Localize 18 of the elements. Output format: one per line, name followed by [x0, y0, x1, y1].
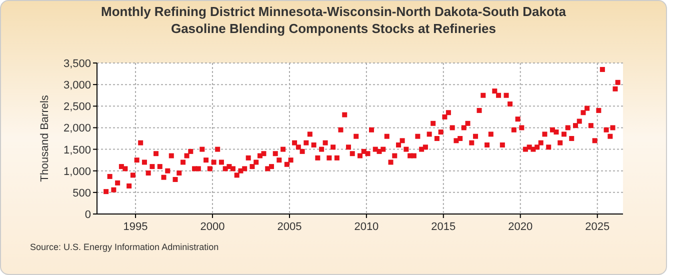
- x-tick-label: 2000: [200, 221, 225, 233]
- y-tick-label: 1,000: [63, 166, 91, 178]
- chart-title: Monthly Refining District Minnesota-Wisconsin-North Dakota-South Dakota Gasoline Blending Components Stocks at Refineries: [100, 4, 567, 36]
- y-tick-label: 1,500: [63, 144, 91, 156]
- x-tick-label: 2005: [277, 221, 302, 233]
- x-tick-label: 2025: [585, 221, 610, 233]
- y-tick-label: 2,000: [63, 122, 91, 135]
- x-tick-label: 1995: [123, 221, 148, 233]
- y-tick-label: 2,500: [63, 101, 91, 114]
- y-tick-label: 3,000: [63, 80, 91, 92]
- y-tick-label: 0: [84, 209, 91, 221]
- x-tick-label: 2020: [508, 221, 533, 233]
- y-axis-title: Thousand Barrels: [39, 94, 51, 182]
- source-note: Source: U.S. Energy Information Administration: [30, 242, 219, 252]
- x-tick-label: 2015: [431, 221, 456, 233]
- y-tick-label: 500: [72, 187, 91, 200]
- y-tick-label: 3,500: [63, 58, 91, 70]
- x-tick-label: 2010: [354, 221, 379, 233]
